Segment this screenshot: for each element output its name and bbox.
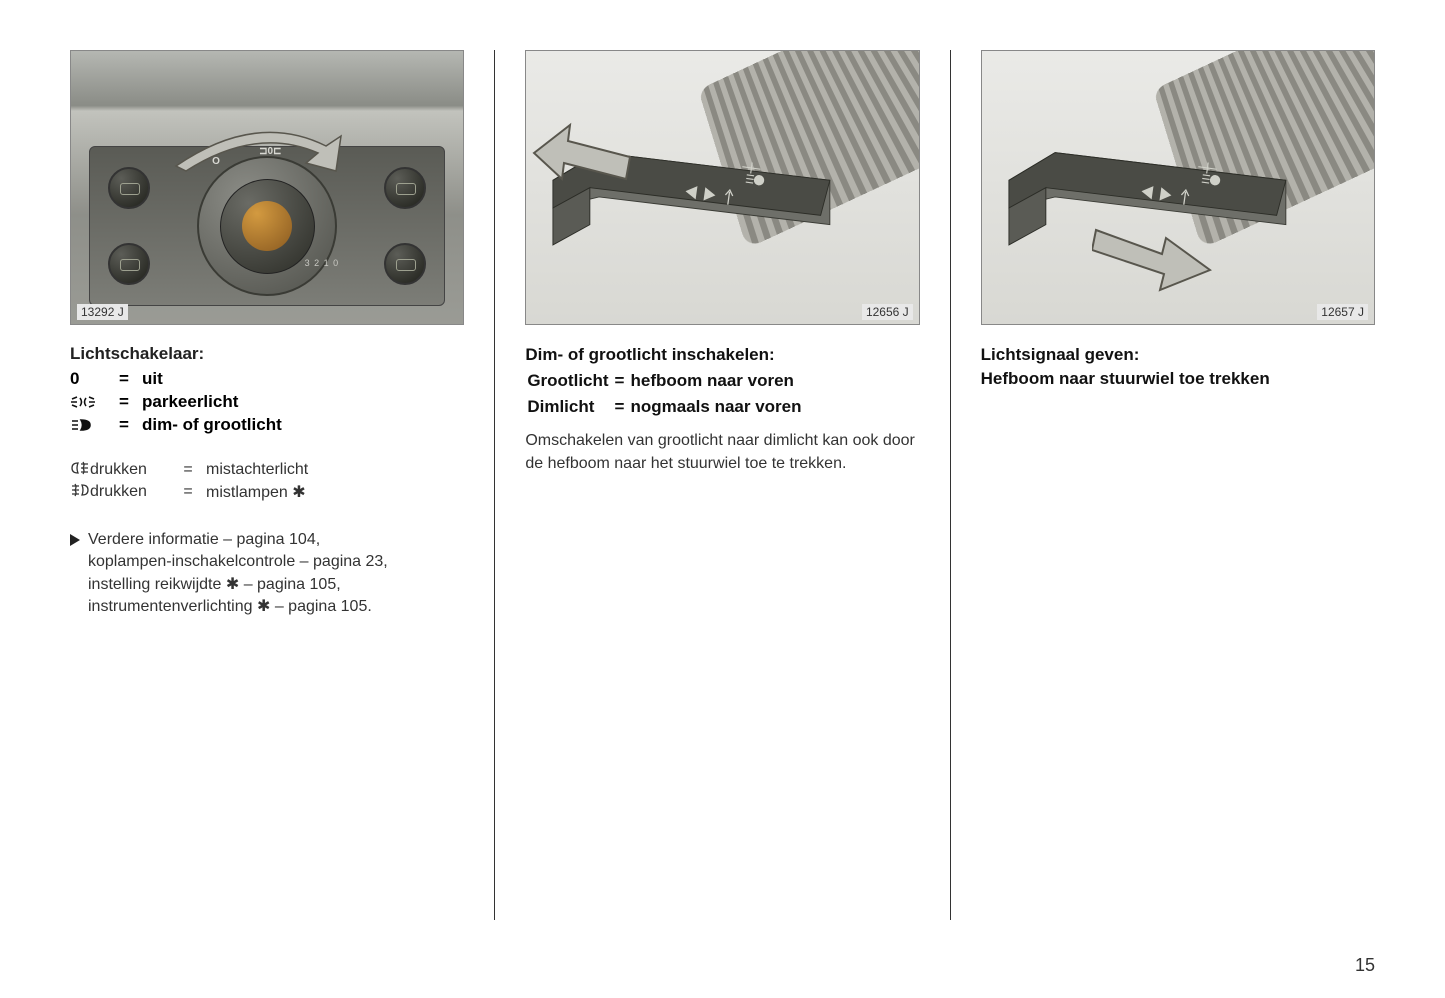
legend-desc-frontfog: mistlampen ✱	[206, 482, 464, 502]
light-switch-title: Lichtschakelaar:	[70, 343, 464, 366]
further-info-text: Verdere informatie – pagina 104, koplamp…	[88, 529, 388, 619]
push-forward-arrow-icon	[532, 121, 632, 201]
fog-light-legend: drukken = mistachterlicht drukken = mist…	[70, 458, 464, 505]
column-3: 12657 J Lichtsignaal geven: Hefboom naar…	[981, 50, 1375, 920]
rotary-dial-knob	[242, 201, 292, 251]
legend-row-rearfog: drukken = mistachterlicht	[70, 461, 464, 479]
legend-desc-headlight: dim- of grootlicht	[142, 415, 464, 435]
legend-row-parking: = parkeerlicht	[70, 392, 464, 412]
legend-row-headlight: = dim- of grootlicht	[70, 415, 464, 435]
illustration-light-switch: O ⊐0⊏ ≡O 3 2 1 0 13292 J	[70, 50, 464, 325]
headlight-leveling-numbers: 3 2 1 0	[305, 258, 340, 268]
front-fog-icon	[70, 483, 90, 497]
rotation-arrow-icon	[156, 121, 356, 181]
pull-toward-arrow-icon	[1092, 216, 1212, 306]
rear-fog-button-icon	[108, 243, 150, 285]
parking-light-icon	[70, 395, 106, 409]
high-beam-heading: Dim- of grootlicht inschakelen: Grootlic…	[525, 343, 919, 420]
high-beam-paragraph: Omschakelen van grootlicht naar dimlicht…	[525, 430, 919, 475]
bullet-triangle-icon	[70, 534, 80, 546]
legend-desc-parking: parkeerlicht	[142, 392, 464, 412]
legend-symbol-0: 0	[70, 369, 106, 389]
light-switch-legend: 0 = uit = parkeerlicht	[70, 366, 464, 438]
illustration-id: 13292 J	[77, 304, 128, 320]
column-divider	[950, 50, 951, 920]
headlight-level-button-icon	[384, 243, 426, 285]
headlight-icon	[70, 418, 106, 432]
illustration-high-beam: 12656 J	[525, 50, 919, 325]
legend-row-frontfog: drukken = mistlampen ✱	[70, 482, 464, 502]
rear-fog-icon	[70, 461, 90, 475]
page-columns: O ⊐0⊏ ≡O 3 2 1 0 13292 J Lichtschakelaar…	[70, 50, 1375, 920]
column-divider	[494, 50, 495, 920]
column-1: O ⊐0⊏ ≡O 3 2 1 0 13292 J Lichtschakelaar…	[70, 50, 464, 920]
legend-desc-off: uit	[142, 369, 464, 389]
page-number: 15	[1355, 955, 1375, 976]
high-beam-table: Grootlicht = hefboom naar voren Dimlicht…	[525, 367, 807, 421]
legend-row-off: 0 = uit	[70, 369, 464, 389]
table-row: Dimlicht = nogmaals naar voren	[527, 395, 805, 419]
table-row: Grootlicht = hefboom naar voren	[527, 369, 805, 393]
instrument-light-button-icon	[384, 167, 426, 209]
further-info-bullet: Verdere informatie – pagina 104, koplamp…	[70, 529, 464, 619]
illustration-flash: 12657 J	[981, 50, 1375, 325]
legend-desc-rearfog: mistachterlicht	[206, 461, 464, 479]
column-2: 12656 J Dim- of grootlicht inschakelen: …	[525, 50, 919, 920]
illustration-id: 12656 J	[862, 304, 913, 320]
front-fog-button-icon	[108, 167, 150, 209]
illustration-id: 12657 J	[1317, 304, 1368, 320]
flash-heading: Lichtsignaal geven: Hefboom naar stuurwi…	[981, 343, 1375, 391]
